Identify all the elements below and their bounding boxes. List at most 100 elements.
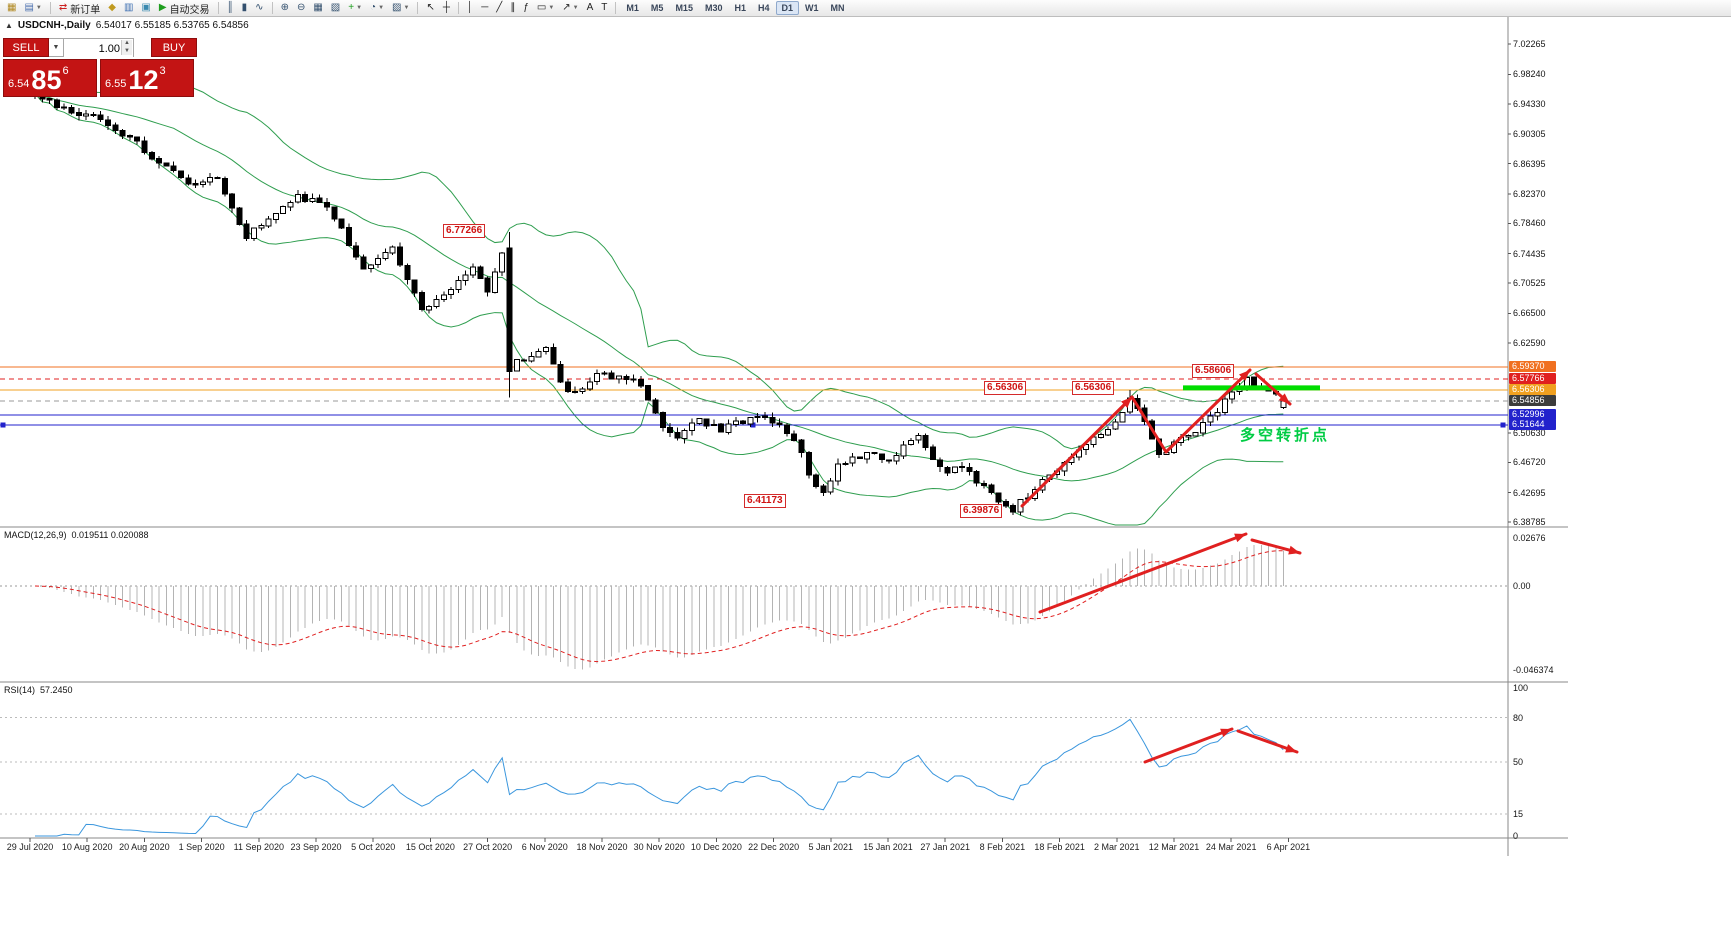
rsi-axis-label: 100 xyxy=(1513,683,1529,693)
price-annotation-label[interactable]: 6.77266 xyxy=(443,224,486,238)
indicators-icon[interactable]: + ▼ xyxy=(344,1,366,16)
trend-arrow[interactable] xyxy=(1143,727,1234,764)
timeframe-mn[interactable]: MN xyxy=(830,3,845,13)
volume-input[interactable] xyxy=(64,40,133,58)
rsi-header: RSI(14) 57.2450 xyxy=(4,685,73,695)
time-axis-label: 10 Aug 2020 xyxy=(61,842,113,852)
price-annotation-label[interactable]: 6.56306 xyxy=(1072,381,1115,395)
tile-windows-icon[interactable]: ▦ xyxy=(309,1,326,16)
timeframe-m5[interactable]: M5 xyxy=(650,3,664,13)
candle-body xyxy=(856,456,863,460)
zoom-out-icon[interactable]: ⊖ xyxy=(293,1,309,16)
chart-list-icon[interactable]: ▤ ▼ xyxy=(20,1,45,16)
timeframe-m15[interactable]: M15 xyxy=(675,3,693,13)
candle-body xyxy=(83,113,90,117)
timeframe-w1[interactable]: W1 xyxy=(805,3,819,13)
shapes-icon[interactable]: ▭ ▼ xyxy=(533,1,558,16)
line-handle[interactable] xyxy=(750,422,756,428)
bid-price-panel[interactable]: 6.54 85 6 xyxy=(3,59,97,97)
trend-arrow[interactable] xyxy=(1038,532,1248,614)
price-annotation-label[interactable]: 6.56306 xyxy=(984,381,1027,395)
trend-arrow[interactable] xyxy=(1130,368,1252,454)
volume-dropdown[interactable]: ▼ xyxy=(49,38,64,57)
price-annotation-label[interactable]: 6.58606 xyxy=(1192,364,1235,378)
cursor-icon[interactable]: ↖ xyxy=(422,1,438,16)
autotrade-button[interactable]: ▶ 自动交易 xyxy=(155,1,214,16)
volume-step-down[interactable]: ▼ xyxy=(122,47,132,55)
turning-point-annotation[interactable]: 多空转折点 xyxy=(1240,427,1331,444)
sell-button[interactable]: SELL xyxy=(3,38,49,57)
new-order-button-label: 新订单 xyxy=(70,4,101,16)
timeframe-d1[interactable]: D1 xyxy=(775,1,800,15)
candle-body xyxy=(813,474,820,487)
candle-body xyxy=(667,426,674,433)
bollinger-middle-band xyxy=(34,93,1284,482)
arrows-icon[interactable]: ↗ ▼ xyxy=(558,1,582,16)
fibonacci-icon[interactable]: ƒ xyxy=(519,1,533,16)
volume-step-up[interactable]: ▲ xyxy=(122,40,132,48)
macd-panel[interactable] xyxy=(0,528,1508,682)
candlestick-icon[interactable]: ▮ xyxy=(238,1,252,16)
ask-price-panel[interactable]: 6.55 12 3 xyxy=(100,59,194,97)
rsi-panel[interactable] xyxy=(0,683,1508,838)
price-axis-label: 6.82370 xyxy=(1513,188,1546,199)
candle-body xyxy=(207,177,214,183)
zoom-in-icon[interactable]: ⊕ xyxy=(277,1,293,16)
candle-body xyxy=(199,181,206,186)
dropdown-arrow-icon: ▼ xyxy=(378,5,385,11)
trendline-icon[interactable]: ╱ xyxy=(492,1,506,16)
horizontal-line-icon[interactable]: ─ xyxy=(477,1,492,16)
timeframe-h4[interactable]: H4 xyxy=(757,3,770,13)
candle-body xyxy=(535,350,542,358)
history-center-icon[interactable]: ◆ xyxy=(104,1,120,16)
templates-icon[interactable]: ▨ ▼ xyxy=(388,1,413,16)
candle-body xyxy=(572,390,579,393)
chart-area[interactable] xyxy=(0,17,1508,527)
terminal-icon[interactable]: ▣ xyxy=(137,1,154,16)
crosshair-icon[interactable]: ┼ xyxy=(439,1,454,16)
toolbar-separator xyxy=(457,2,459,14)
price-axis-current-label: 6.52996 xyxy=(1509,408,1556,420)
candle-body xyxy=(236,207,243,225)
candle-body xyxy=(345,227,352,247)
new-chart-icon[interactable]: ▦ xyxy=(3,1,20,16)
candle-body xyxy=(90,114,97,117)
timeframe-m30[interactable]: M30 xyxy=(704,3,723,13)
line-handle[interactable] xyxy=(1500,422,1506,428)
candle-body xyxy=(959,466,966,469)
time-axis-label: 27 Oct 2020 xyxy=(463,842,513,852)
time-axis-label: 23 Sep 2020 xyxy=(290,842,342,852)
line-chart-icon[interactable]: ∿ xyxy=(251,1,267,16)
candle-body xyxy=(397,246,403,266)
bar-chart-icon[interactable]: ║ xyxy=(223,1,238,16)
candle-body xyxy=(360,256,367,270)
price-annotation-label[interactable]: 6.39876 xyxy=(960,504,1003,518)
candle-body xyxy=(251,227,257,240)
candle-body xyxy=(280,206,287,215)
periods-icon[interactable]: ◔ ▼ xyxy=(366,1,388,16)
candle-body xyxy=(951,466,958,474)
candle-body xyxy=(681,429,688,440)
market-watch-icon[interactable]: ▥ xyxy=(120,1,137,16)
candle-body xyxy=(995,492,1002,503)
line-handle[interactable] xyxy=(0,422,6,428)
candle-body xyxy=(75,111,82,117)
vertical-line-icon[interactable]: │ xyxy=(463,1,477,16)
channel-icon[interactable]: ∥ xyxy=(506,1,519,16)
candle-body xyxy=(652,399,659,414)
candle-body xyxy=(404,264,411,281)
text-icon[interactable]: A xyxy=(583,1,598,16)
trend-arrow[interactable] xyxy=(1020,395,1134,508)
auto-arrange-icon[interactable]: ▧ xyxy=(327,1,344,16)
volume-field: ▲ ▼ xyxy=(64,38,134,58)
price-annotation-label[interactable]: 6.41173 xyxy=(744,494,786,508)
text-label-icon[interactable]: T xyxy=(597,1,611,16)
market-watch-icon: ▥ xyxy=(123,2,134,13)
buy-button[interactable]: BUY xyxy=(151,38,197,57)
symbol-icon: ▲ xyxy=(5,21,13,30)
timeframe-h1[interactable]: H1 xyxy=(734,3,746,13)
candle-body xyxy=(564,381,571,393)
candle-body xyxy=(418,292,425,311)
timeframe-m1[interactable]: M1 xyxy=(626,3,639,13)
new-order-button[interactable]: ⇄ 新订单 xyxy=(55,1,104,16)
